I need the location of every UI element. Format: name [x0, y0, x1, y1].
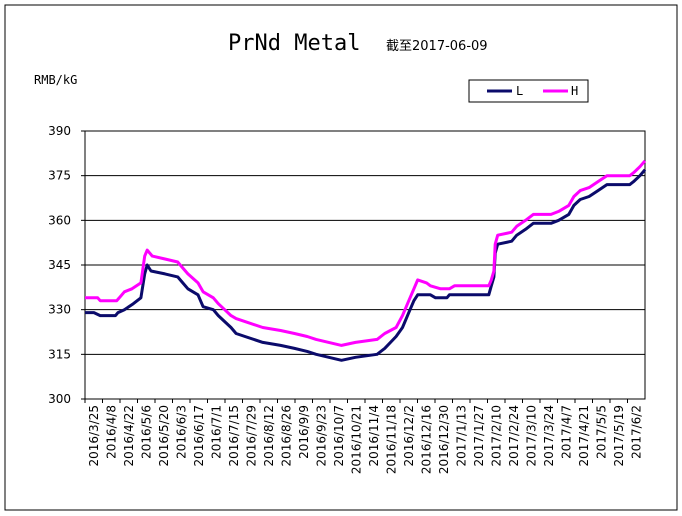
y-tick-label: 315 [48, 347, 71, 361]
y-tick-label: 300 [48, 392, 71, 406]
series-layer [85, 159, 647, 362]
x-tick-label: 2016/6/17 [192, 405, 206, 467]
x-tick-label: 2016/11/4 [367, 405, 381, 467]
x-tick-label: 2016/3/25 [87, 405, 101, 467]
x-tick-label: 2016/8/26 [279, 405, 293, 467]
x-tick-label: 2016/9/23 [314, 405, 328, 467]
x-tick-label: 2016/12/2 [402, 405, 416, 467]
legend: L H [468, 79, 589, 103]
series-line-l [85, 168, 647, 362]
x-tick-label: 2017/3/24 [542, 405, 556, 467]
y-tick-label: 375 [48, 169, 71, 183]
y-tick-label: 330 [48, 303, 71, 317]
x-tick-label: 2016/10/7 [332, 405, 346, 467]
x-tick-label: 2016/4/22 [122, 405, 136, 467]
x-tick-label: 2016/9/9 [297, 405, 311, 459]
x-tick-label: 2017/3/10 [524, 405, 538, 467]
y-axis-ticks: 300 315 330 345 360 375 390 [48, 124, 85, 406]
x-tick-label: 2016/5/20 [157, 405, 171, 467]
x-tick-label: 2017/2/24 [507, 405, 521, 467]
y-axis-unit: RMB/kG [34, 73, 77, 87]
x-tick-label: 2017/6/2 [629, 405, 643, 459]
x-tick-label: 2017/4/21 [577, 405, 591, 467]
x-axis-ticks: 2016/3/25 2016/4/8 2016/4/22 2016/5/6 2016/5… [84, 399, 643, 474]
x-tick-label: 2016/7/29 [244, 405, 258, 467]
x-tick-label: 2016/4/8 [104, 405, 118, 459]
chart-title: PrNd Metal [228, 31, 360, 56]
gridlines [85, 175, 645, 355]
x-tick-label: 2017/1/13 [454, 405, 468, 467]
legend-box [468, 79, 589, 103]
x-tick-label: 2016/7/15 [227, 405, 241, 467]
x-tick-label: 2016/11/18 [384, 405, 398, 474]
x-tick-label: 2016/12/16 [419, 405, 433, 474]
y-tick-label: 345 [48, 258, 71, 272]
x-tick-label: 2016/6/3 [174, 405, 188, 459]
legend-label-h: H [571, 84, 578, 98]
chart-subtitle: 截至2017-06-09 [386, 39, 488, 54]
x-tick-label: 2017/5/19 [612, 405, 626, 467]
x-tick-label: 2016/10/21 [349, 405, 363, 474]
y-tick-label: 360 [48, 213, 71, 227]
x-tick-label: 2017/5/5 [594, 405, 608, 459]
y-tick-label: 390 [48, 124, 71, 138]
x-tick-label: 2016/5/6 [139, 405, 153, 459]
x-tick-label: 2016/7/1 [209, 405, 223, 459]
series-line-h [85, 159, 647, 347]
x-tick-label: 2017/2/10 [489, 405, 503, 467]
x-tick-label: 2016/8/12 [262, 405, 276, 467]
x-tick-label: 2017/1/27 [472, 405, 486, 467]
legend-label-l: L [516, 84, 523, 98]
x-tick-label: 2017/4/7 [559, 405, 573, 459]
x-tick-label: 2016/12/30 [437, 405, 451, 474]
